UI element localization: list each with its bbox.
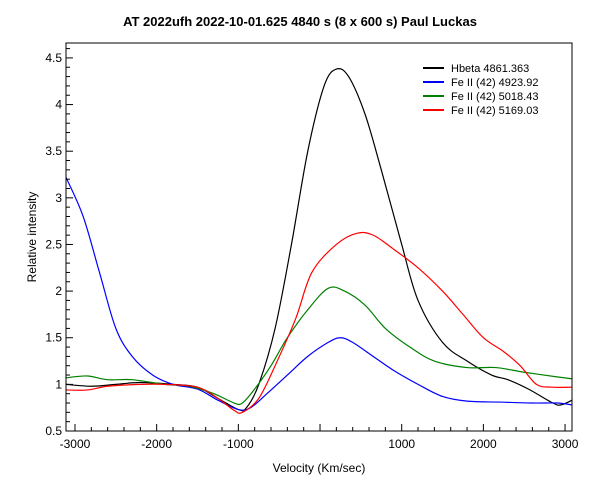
y-tick-label: 1.5	[45, 331, 62, 345]
y-axis: 0.5 1 1.5 2 2.5 3 3.5 4 4.5	[45, 48, 73, 438]
y-axis-label: Relative intensity	[25, 192, 39, 283]
y-tick-label: 4.5	[45, 51, 62, 65]
x-tick-label: 2000	[470, 437, 497, 451]
legend-label: Hbeta 4861.363	[451, 63, 529, 75]
y-tick-label: 0.5	[45, 424, 62, 438]
y-tick-label: 1	[55, 377, 62, 391]
legend: Hbeta 4861.363 Fe II (42) 4923.92 Fe II (4…	[423, 63, 538, 117]
series-line-1	[65, 177, 573, 411]
y-tick-label: 3.5	[45, 144, 62, 158]
x-tick-label: -3000	[60, 437, 91, 451]
x-tick-label: -1000	[223, 437, 254, 451]
y-tick-label: 4	[55, 98, 62, 112]
x-axis: -3000 -2000 -1000 1000 2000 3000	[60, 424, 579, 451]
y-tick-label: 3	[55, 191, 62, 205]
series-line-2	[65, 286, 573, 406]
plot-area	[65, 67, 573, 414]
x-tick-label: 1000	[388, 437, 415, 451]
legend-label: Fe II (42) 5169.03	[451, 105, 538, 117]
legend-label: Fe II (42) 4923.92	[451, 77, 538, 89]
x-tick-label: -2000	[141, 437, 172, 451]
y-tick-label: 2	[55, 284, 62, 298]
series-line-0	[65, 67, 573, 412]
series-line-3	[65, 231, 573, 414]
y-tick-label: 2.5	[45, 237, 62, 251]
x-axis-label: Velocity (Km/sec)	[273, 461, 366, 475]
x-tick-label: 3000	[552, 437, 579, 451]
chart-title: AT 2022ufh 2022-10-01.625 4840 s (8 x 60…	[123, 14, 477, 29]
plot-frame	[65, 42, 573, 432]
legend-label: Fe II (42) 5018.43	[451, 91, 538, 103]
